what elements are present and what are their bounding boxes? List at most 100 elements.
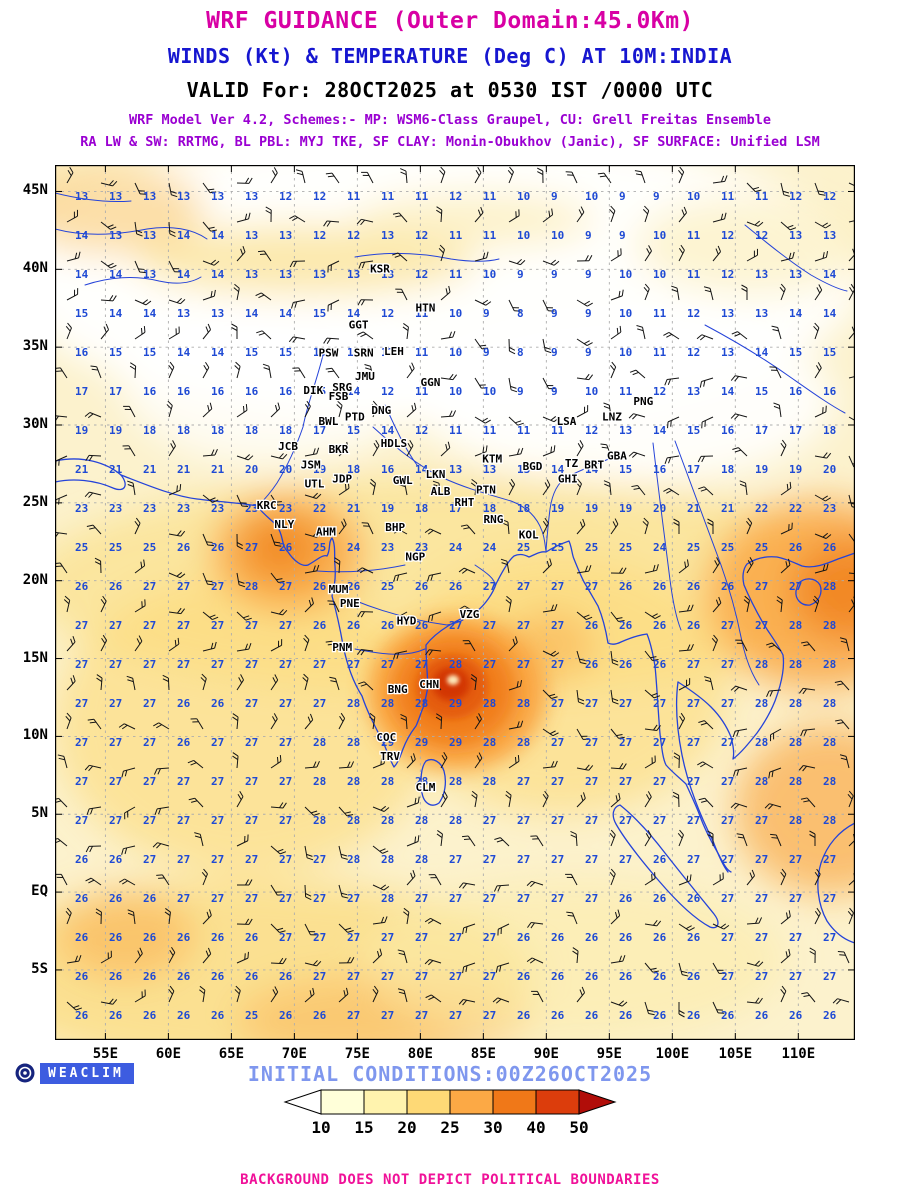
temperature-value: 29 <box>381 736 394 749</box>
temperature-value: 11 <box>449 229 463 242</box>
temperature-value: 25 <box>551 541 564 554</box>
temperature-value: 27 <box>143 853 156 866</box>
temperature-value: 28 <box>823 736 836 749</box>
wind-barb <box>187 759 204 769</box>
temperature-value: 26 <box>177 736 191 749</box>
wind-barb <box>474 752 483 769</box>
wind-barb <box>814 182 826 196</box>
temperature-value: 26 <box>551 970 565 983</box>
temperature-value: 27 <box>789 892 802 905</box>
wind-barb <box>95 908 102 925</box>
temperature-value: 27 <box>551 697 564 710</box>
temperature-value: 27 <box>347 658 360 671</box>
temperature-value: 11 <box>619 385 633 398</box>
temperature-value: 13 <box>381 268 394 281</box>
temperature-value: 18 <box>517 502 530 515</box>
wind-barb <box>678 244 685 262</box>
temperature-value: 27 <box>721 853 734 866</box>
temperature-value: 28 <box>381 853 394 866</box>
temperature-value: 27 <box>585 853 598 866</box>
wind-barb <box>168 260 181 273</box>
wind-barb <box>527 922 544 929</box>
wind-barb <box>542 338 552 354</box>
x-axis-tick-label: 60E <box>155 1046 182 1062</box>
temperature-value: 24 <box>347 541 361 554</box>
temperature-value: 27 <box>789 853 802 866</box>
x-axis-tick-label: 90E <box>533 1046 559 1062</box>
wind-barb <box>168 484 182 496</box>
temperature-value: 14 <box>585 463 599 476</box>
wind-barb <box>202 533 214 547</box>
wind-barb <box>800 797 816 808</box>
temperature-value: 11 <box>755 190 769 203</box>
wind-barb <box>270 674 279 691</box>
temperature-value: 27 <box>653 697 666 710</box>
wind-barb <box>474 445 488 457</box>
wind-barb <box>673 752 680 769</box>
temperature-value: 9 <box>551 190 558 203</box>
temperature-value: 13 <box>755 307 768 320</box>
temperature-value: 18 <box>143 424 156 437</box>
wind-barb <box>644 830 652 847</box>
temperature-value: 27 <box>619 853 632 866</box>
temperature-value: 16 <box>143 385 157 398</box>
temperature-value: 16 <box>177 385 191 398</box>
temperature-value: 26 <box>109 931 123 944</box>
temperature-value: 26 <box>653 658 667 671</box>
wind-barb <box>236 494 249 507</box>
temperature-value: 27 <box>313 970 326 983</box>
wind-barb <box>194 832 204 847</box>
colorbar-level-label: 10 <box>311 1118 330 1137</box>
wind-barb <box>134 989 146 1003</box>
temperature-value: 27 <box>381 970 394 983</box>
wind-barb <box>609 205 616 223</box>
temperature-value: 27 <box>415 931 428 944</box>
model-scheme-line-2: RA LW & SW: RRTMG, BL PBL: MYJ TKE, SF C… <box>80 134 820 150</box>
temperature-shading-layer <box>55 165 855 1040</box>
wind-barb <box>168 985 175 1003</box>
temperature-value: 27 <box>245 658 258 671</box>
temperature-value: 21 <box>721 502 735 515</box>
wind-barb <box>372 985 379 1003</box>
temperature-value: 27 <box>347 892 360 905</box>
wind-barb <box>542 650 560 657</box>
wind-barb <box>403 907 410 925</box>
wind-barb <box>698 486 714 496</box>
temperature-value: 27 <box>449 619 462 632</box>
wind-barb <box>392 252 408 262</box>
wind-barb <box>134 559 146 574</box>
temperature-value: 25 <box>517 541 530 554</box>
temperature-value: 13 <box>143 268 156 281</box>
temperature-value: 26 <box>177 931 191 944</box>
wind-barb <box>427 611 442 622</box>
temperature-value: 26 <box>687 931 701 944</box>
wind-barb <box>493 884 510 892</box>
wind-barb <box>369 712 376 730</box>
wind-barb <box>424 528 442 535</box>
wind-barb <box>231 323 238 339</box>
temperature-value: 28 <box>823 619 836 632</box>
wind-barb <box>746 248 758 262</box>
temperature-value: 12 <box>415 268 428 281</box>
wind-barb <box>642 517 649 535</box>
wind-barb <box>236 533 243 550</box>
wind-barb <box>100 221 117 230</box>
temperature-value: 28 <box>823 658 836 671</box>
temperature-value: 13 <box>381 229 394 242</box>
wind-barb <box>372 805 390 812</box>
wind-barb <box>188 797 204 808</box>
wind-barb <box>202 947 212 964</box>
wind-barb <box>542 479 551 496</box>
wind-barb <box>474 713 482 730</box>
wind-barb <box>66 675 76 691</box>
temperature-value: 9 <box>653 190 660 203</box>
station-label: VZG <box>460 608 480 621</box>
wind-barb <box>303 634 310 652</box>
temperature-value: 27 <box>823 970 836 983</box>
temperature-value: 28 <box>789 736 802 749</box>
temperature-value: 15 <box>687 424 700 437</box>
temperature-value: 16 <box>789 385 803 398</box>
temperature-value: 27 <box>721 775 734 788</box>
temperature-value: 26 <box>381 619 395 632</box>
temperature-value: 14 <box>109 268 123 281</box>
